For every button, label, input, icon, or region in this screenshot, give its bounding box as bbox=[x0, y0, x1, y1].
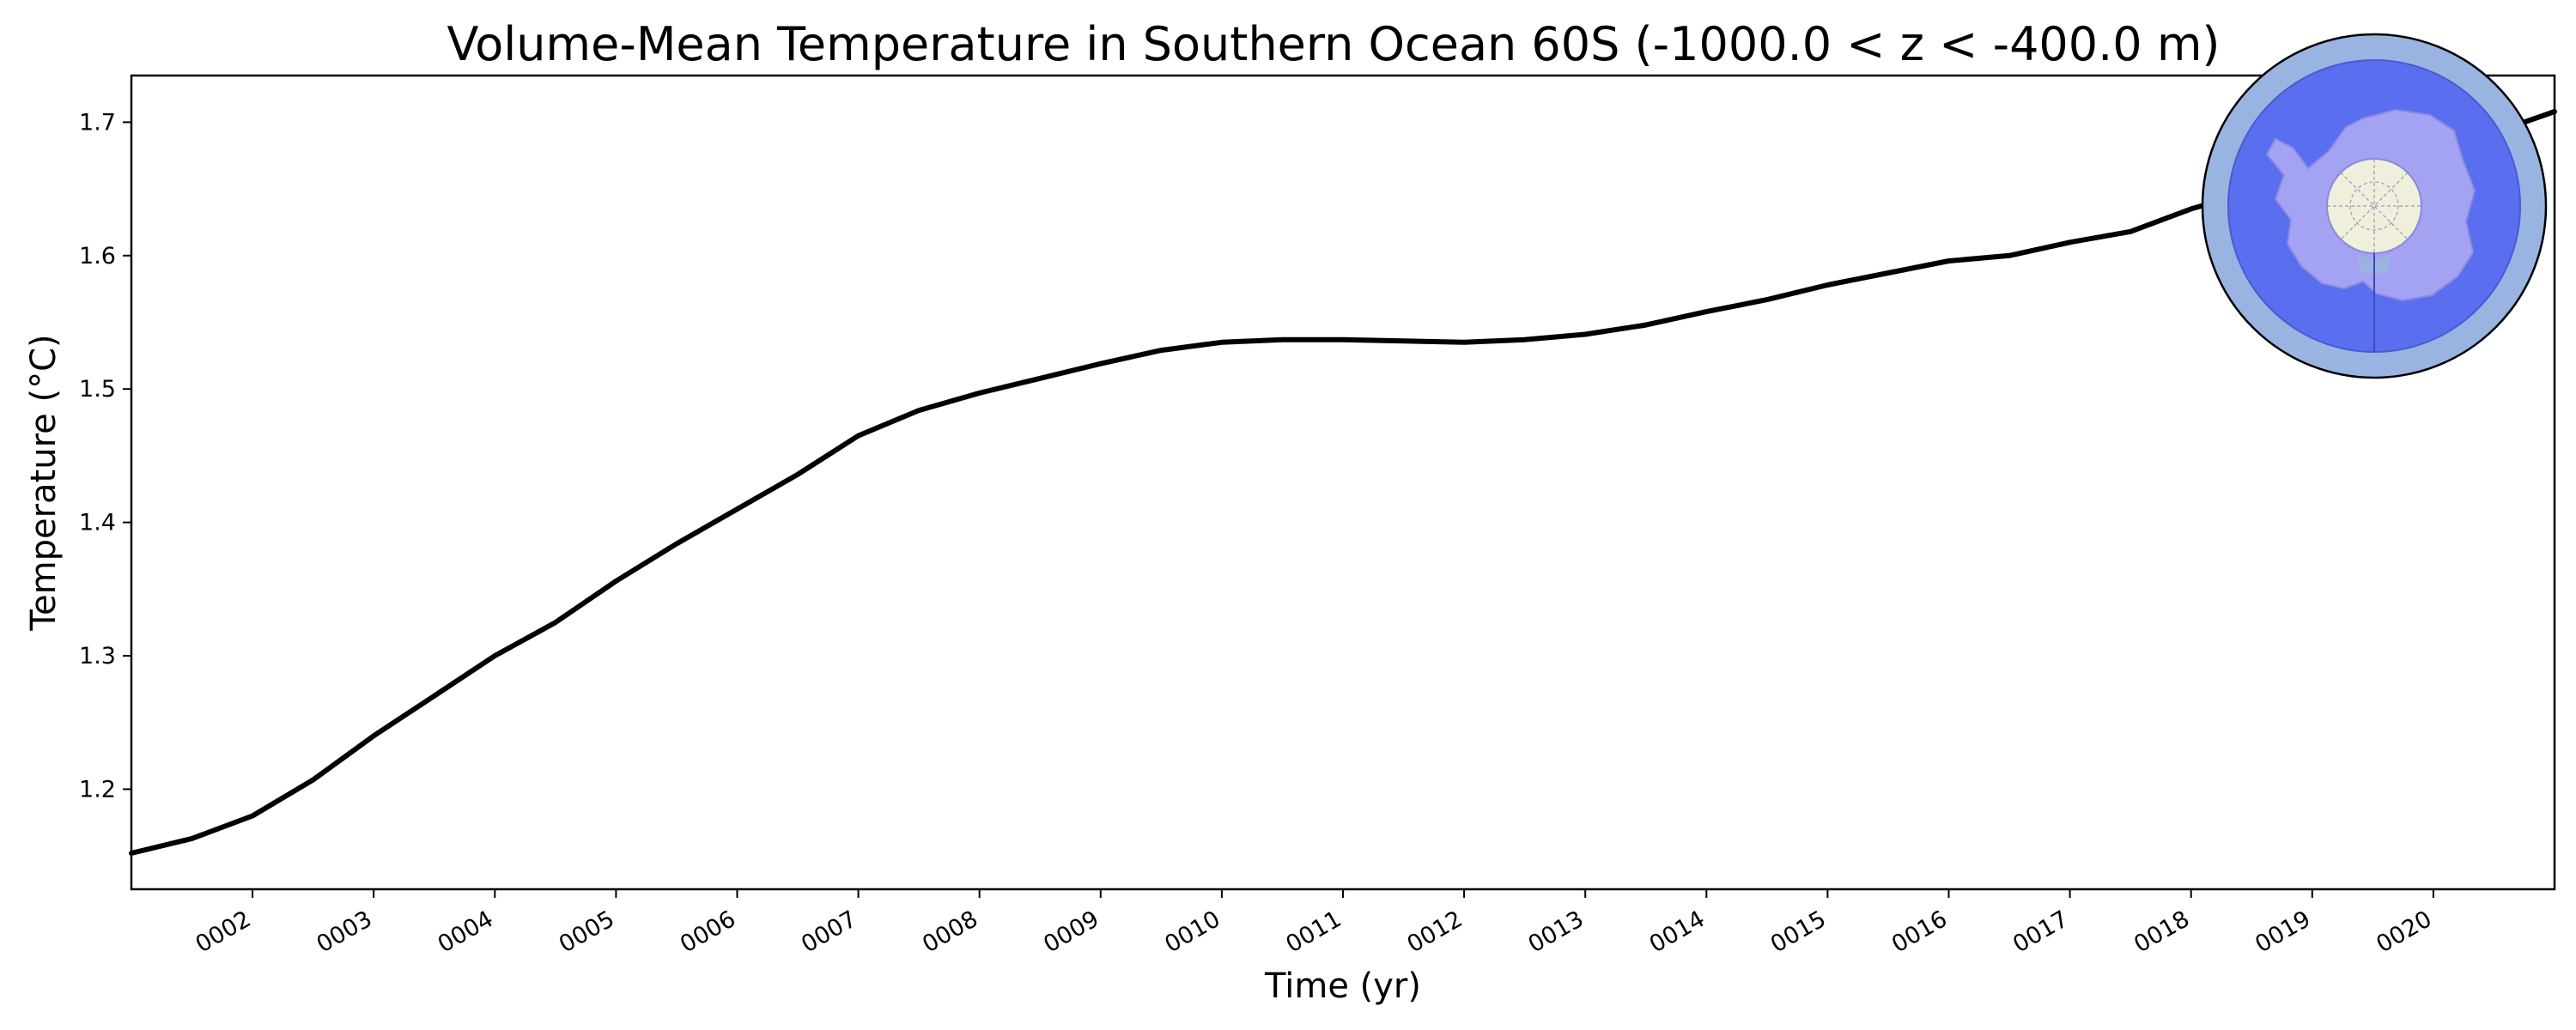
y-axis-ticks: 1.2 1.3 1.4 1.5 1.6 1.7 bbox=[79, 109, 131, 803]
x-tick-label: 0012 bbox=[1403, 906, 1467, 958]
x-tick-label: 0005 bbox=[555, 906, 619, 958]
y-tick-label: 1.5 bbox=[79, 376, 116, 403]
y-tick-label: 1.2 bbox=[79, 776, 116, 803]
x-tick-label: 0017 bbox=[2008, 906, 2073, 958]
x-tick-label: 0011 bbox=[1281, 906, 1346, 958]
x-tick-label: 0006 bbox=[676, 906, 740, 958]
y-axis-label: Temperature (°C) bbox=[24, 334, 64, 631]
inset-graticule bbox=[2327, 159, 2421, 253]
x-tick-label: 0009 bbox=[1039, 906, 1103, 958]
y-tick-label: 1.7 bbox=[79, 109, 116, 136]
x-tick-label: 0016 bbox=[1887, 906, 1952, 958]
x-tick-label: 0018 bbox=[2129, 906, 2194, 958]
y-tick-label: 1.6 bbox=[79, 243, 116, 270]
x-axis-ticks: 0002 0003 0004 0005 0006 0007 0008 0009 0010 0011… bbox=[191, 889, 2436, 958]
x-tick-label: 0003 bbox=[313, 906, 377, 958]
x-axis-label: Time (yr) bbox=[1264, 966, 1421, 1006]
chart-title: Volume-Mean Temperature in Southern Ocea… bbox=[447, 17, 2221, 71]
y-tick-label: 1.4 bbox=[79, 510, 116, 536]
x-tick-label: 0014 bbox=[1645, 906, 1710, 958]
region-inset-map bbox=[2201, 33, 2548, 379]
x-tick-label: 0004 bbox=[434, 906, 498, 958]
x-tick-label: 0008 bbox=[918, 906, 982, 958]
x-tick-label: 0019 bbox=[2251, 906, 2315, 958]
x-tick-label: 0013 bbox=[1524, 906, 1589, 958]
y-tick-label: 1.3 bbox=[79, 643, 116, 670]
x-tick-label: 0010 bbox=[1160, 906, 1224, 958]
plot-frame bbox=[130, 74, 2556, 891]
x-tick-label: 0002 bbox=[191, 906, 256, 958]
x-tick-label: 0007 bbox=[797, 906, 861, 958]
x-tick-label: 0020 bbox=[2372, 906, 2436, 958]
x-tick-label: 0015 bbox=[1766, 906, 1831, 958]
temperature-series-line bbox=[129, 109, 2557, 856]
